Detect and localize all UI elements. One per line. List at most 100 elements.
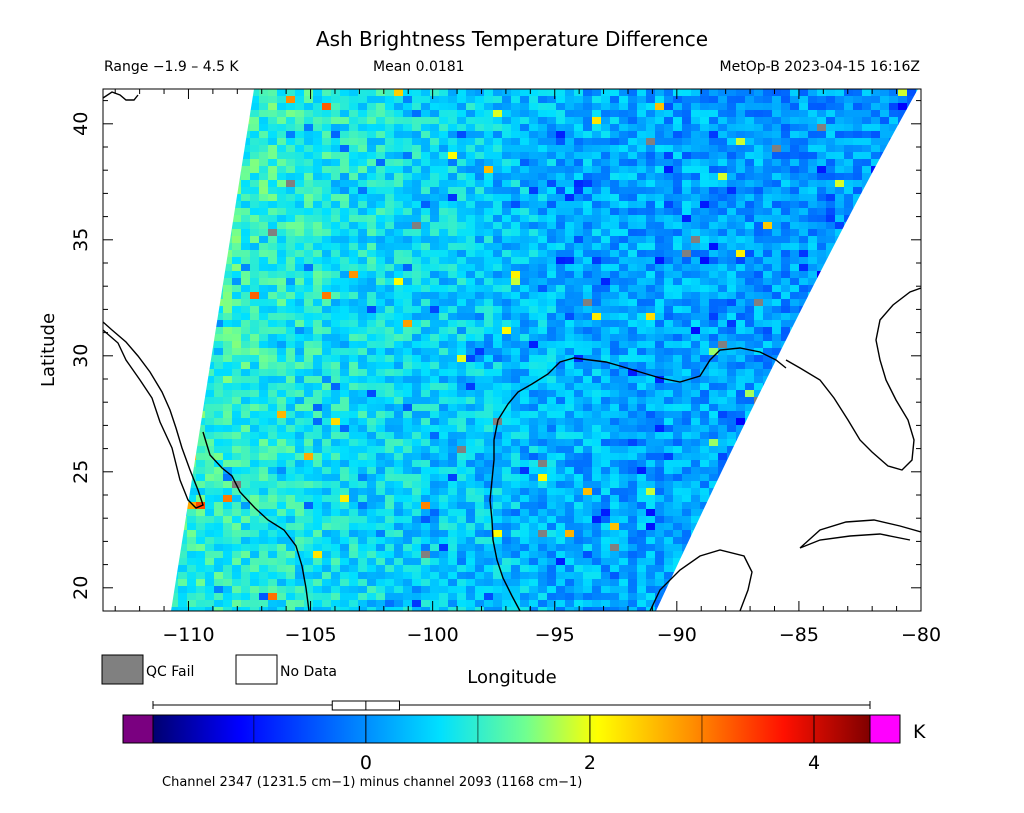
heatmap-cell — [709, 474, 718, 481]
heatmap-cell — [673, 313, 682, 320]
heatmap-cell — [538, 250, 547, 257]
heatmap-cell — [610, 334, 619, 341]
heatmap-cell — [493, 152, 502, 159]
heatmap-cell — [763, 278, 772, 285]
heatmap-cell — [313, 425, 322, 432]
heatmap-cell — [484, 285, 493, 292]
heatmap-cell — [529, 397, 538, 404]
heatmap-cell — [205, 376, 214, 383]
heatmap-cell — [790, 180, 799, 187]
heatmap-cell — [610, 418, 619, 425]
heatmap-cell — [718, 257, 727, 264]
heatmap-cell — [322, 488, 331, 495]
heatmap-cell — [223, 271, 232, 278]
heatmap-cell — [763, 257, 772, 264]
heatmap-cell — [637, 145, 646, 152]
heatmap-cell — [430, 103, 439, 110]
heatmap-cell — [880, 124, 889, 131]
heatmap-cell — [853, 194, 862, 201]
heatmap-cell — [601, 271, 610, 278]
heatmap-cell — [358, 425, 367, 432]
heatmap-cell — [313, 208, 322, 215]
heatmap-cell — [340, 236, 349, 243]
heatmap-cell — [574, 376, 583, 383]
heatmap-cell — [691, 103, 700, 110]
heatmap-cell — [268, 194, 277, 201]
heatmap-cell — [547, 390, 556, 397]
heatmap-cell — [520, 320, 529, 327]
heatmap-cell — [637, 215, 646, 222]
heatmap-cell — [556, 131, 565, 138]
heatmap-cell — [610, 292, 619, 299]
heatmap-cell — [682, 187, 691, 194]
heatmap-cell — [736, 334, 745, 341]
heatmap-cell — [313, 474, 322, 481]
heatmap-cell — [727, 257, 736, 264]
heatmap-cell — [700, 145, 709, 152]
heatmap-cell — [781, 257, 790, 264]
heatmap-cell — [484, 180, 493, 187]
heatmap-cell — [493, 397, 502, 404]
heatmap-cell — [646, 369, 655, 376]
heatmap-cell — [700, 173, 709, 180]
heatmap-cell — [529, 278, 538, 285]
heatmap-cell — [574, 488, 583, 495]
heatmap-cell — [412, 369, 421, 376]
heatmap-cell — [304, 264, 313, 271]
heatmap-cell — [565, 278, 574, 285]
heatmap-cell — [628, 166, 637, 173]
heatmap-cell — [214, 376, 223, 383]
heatmap-cell — [844, 208, 853, 215]
heatmap-cell — [538, 124, 547, 131]
heatmap-cell — [844, 201, 853, 208]
heatmap-cell — [790, 166, 799, 173]
heatmap-cell — [223, 404, 232, 411]
heatmap-cell — [853, 103, 862, 110]
heatmap-cell — [358, 138, 367, 145]
heatmap-cell — [421, 208, 430, 215]
heatmap-cell — [763, 117, 772, 124]
heatmap-cell — [322, 495, 331, 502]
heatmap-cell — [538, 201, 547, 208]
heatmap-cell — [439, 488, 448, 495]
heatmap-cell — [268, 313, 277, 320]
heatmap-cell — [322, 355, 331, 362]
heatmap-cell — [556, 362, 565, 369]
heatmap-cell — [610, 327, 619, 334]
heatmap-cell — [754, 201, 763, 208]
heatmap-cell — [511, 201, 520, 208]
heatmap-cell — [529, 418, 538, 425]
heatmap-cell — [835, 89, 844, 96]
heatmap-cell — [628, 348, 637, 355]
heatmap-cell — [376, 474, 385, 481]
heatmap-cell — [268, 320, 277, 327]
heatmap-cell — [367, 180, 376, 187]
heatmap-cell — [439, 362, 448, 369]
heatmap-cell — [313, 264, 322, 271]
heatmap-cell — [646, 222, 655, 229]
heatmap-cell — [484, 425, 493, 432]
heatmap-cell — [223, 411, 232, 418]
heatmap-cell — [691, 152, 700, 159]
heatmap-cell — [718, 327, 727, 334]
heatmap-cell — [763, 243, 772, 250]
heatmap-cell — [466, 110, 475, 117]
heatmap-cell — [565, 376, 574, 383]
heatmap-cell — [493, 481, 502, 488]
heatmap-cell — [376, 397, 385, 404]
heatmap-cell — [583, 229, 592, 236]
heatmap-cell — [403, 446, 412, 453]
heatmap-cell — [592, 474, 601, 481]
heatmap-cell — [259, 306, 268, 313]
heatmap-cell — [421, 481, 430, 488]
heatmap-cell — [763, 341, 772, 348]
heatmap-cell — [250, 124, 259, 131]
heatmap-cell — [691, 348, 700, 355]
heatmap-cell — [277, 495, 286, 502]
heatmap-cell — [421, 89, 430, 96]
heatmap-cell — [655, 229, 664, 236]
heatmap-cell — [790, 159, 799, 166]
heatmap-cell — [664, 292, 673, 299]
heatmap-cell — [232, 299, 241, 306]
heatmap-cell — [259, 180, 268, 187]
